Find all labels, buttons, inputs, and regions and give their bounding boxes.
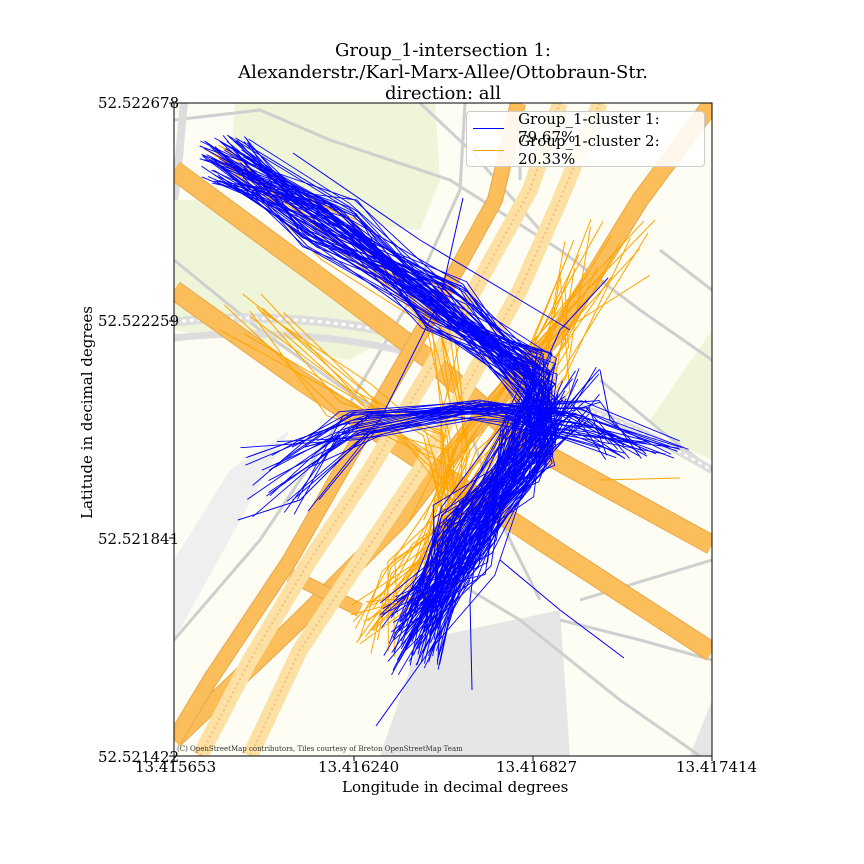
track-cluster-2 <box>359 279 605 645</box>
y-tick-label: 52.522259 <box>98 312 180 330</box>
legend-item-cluster-1: Group_1-cluster 1: 79.67% <box>473 110 704 146</box>
track-cluster-1 <box>226 134 544 598</box>
track-cluster-2 <box>367 288 577 622</box>
track-cluster-1 <box>252 402 626 486</box>
track-cluster-1 <box>235 137 559 635</box>
track-cluster-1 <box>227 135 530 662</box>
track-cluster-1 <box>201 165 560 633</box>
track-cluster-1 <box>214 174 550 657</box>
track-cluster-1 <box>392 413 590 639</box>
track-cluster-1 <box>216 181 546 619</box>
rail-line <box>559 398 712 472</box>
track-cluster-1 <box>311 407 616 465</box>
minor-road <box>174 103 467 641</box>
track-cluster-1 <box>240 162 557 604</box>
building-area <box>380 610 570 756</box>
track-cluster-1 <box>233 184 538 600</box>
y-tick-label: 52.522678 <box>98 94 180 112</box>
track-cluster-1 <box>599 369 647 455</box>
track-cluster-2 <box>351 267 576 606</box>
track-cluster-2 <box>218 144 459 590</box>
track-cluster-1 <box>252 407 607 518</box>
track-cluster-1 <box>434 378 591 618</box>
track-cluster-2 <box>356 226 591 643</box>
minor-road <box>559 618 712 662</box>
legend-label: Group_1-cluster 2: 20.33% <box>518 132 660 168</box>
legend-swatch-orange <box>473 149 505 151</box>
chart-title-line-2: Alexanderstr./Karl-Marx-Allee/Ottobraun-… <box>238 62 648 83</box>
legend-swatch-blue <box>473 127 505 129</box>
plot-frame <box>173 102 713 757</box>
track-cluster-1 <box>292 152 571 331</box>
track-cluster-1 <box>200 140 549 634</box>
track-cluster-1 <box>245 407 630 466</box>
park-area <box>650 330 712 460</box>
building-area <box>690 700 712 756</box>
track-cluster-1 <box>499 559 625 659</box>
x-tick-label: 13.415653 <box>135 758 217 776</box>
track-cluster-1 <box>268 400 625 471</box>
minor-road <box>579 558 712 602</box>
y-tick-label: 52.521422 <box>98 748 180 766</box>
x-tick-label: 13.417414 <box>676 758 758 776</box>
minor-road <box>174 108 712 362</box>
track-cluster-1 <box>204 158 556 596</box>
map-attribution: (C) OpenStreetMap contributors, Tiles co… <box>177 745 463 753</box>
tram-lane-dash <box>199 103 561 756</box>
track-cluster-1 <box>469 277 609 691</box>
track-cluster-1 <box>237 197 464 521</box>
legend-item-cluster-2: Group_1-cluster 2: 20.33% <box>473 132 704 168</box>
track-cluster-1 <box>297 399 649 500</box>
track-cluster-2 <box>365 271 604 603</box>
y-tick-label: 52.521841 <box>98 530 180 548</box>
legend-label: Group_1-cluster 1: 79.67% <box>518 110 660 146</box>
track-cluster-1 <box>231 147 538 615</box>
track-cluster-1 <box>375 579 471 727</box>
x-axis-label: Longitude in decimal degrees <box>342 778 569 796</box>
track-cluster-1 <box>417 403 554 655</box>
track-cluster-1 <box>248 138 544 624</box>
track-cluster-1 <box>399 373 600 622</box>
track-cluster-1 <box>305 411 636 448</box>
track-cluster-1 <box>420 416 572 662</box>
track-cluster-1 <box>243 177 550 653</box>
track-cluster-1 <box>413 401 600 609</box>
park-area <box>230 103 440 230</box>
x-tick-label: 13.416240 <box>318 758 400 776</box>
track-cluster-2 <box>200 144 471 569</box>
chart-title-line-3: direction: all <box>384 83 502 104</box>
track-cluster-2 <box>224 304 453 511</box>
track-cluster-1 <box>414 398 567 652</box>
track-cluster-2 <box>599 477 681 481</box>
legend: Group_1-cluster 1: 79.67% Group_1-cluste… <box>466 110 705 168</box>
y-axis-label: Latitude in decimal degrees <box>78 305 96 519</box>
rail-line <box>174 103 188 201</box>
axis-ticks <box>169 102 713 761</box>
track-cluster-1 <box>271 411 679 456</box>
building-area <box>174 430 290 640</box>
track-cluster-1 <box>206 154 559 602</box>
minor-road <box>419 558 701 756</box>
x-tick-label: 13.416827 <box>496 758 578 776</box>
minor-road <box>659 248 712 292</box>
rail-line <box>174 330 422 360</box>
track-cluster-1 <box>269 404 648 471</box>
track-cluster-1 <box>221 180 550 631</box>
trajectory-tracks <box>199 134 689 727</box>
track-cluster-2 <box>387 248 641 652</box>
chart-title-line-1: Group_1-intersection 1: <box>335 40 551 61</box>
track-cluster-1 <box>308 417 619 469</box>
basemap-tiles <box>174 103 712 756</box>
tram-lane-dash <box>249 103 601 756</box>
track-cluster-1 <box>283 401 657 513</box>
track-cluster-1 <box>269 400 640 497</box>
